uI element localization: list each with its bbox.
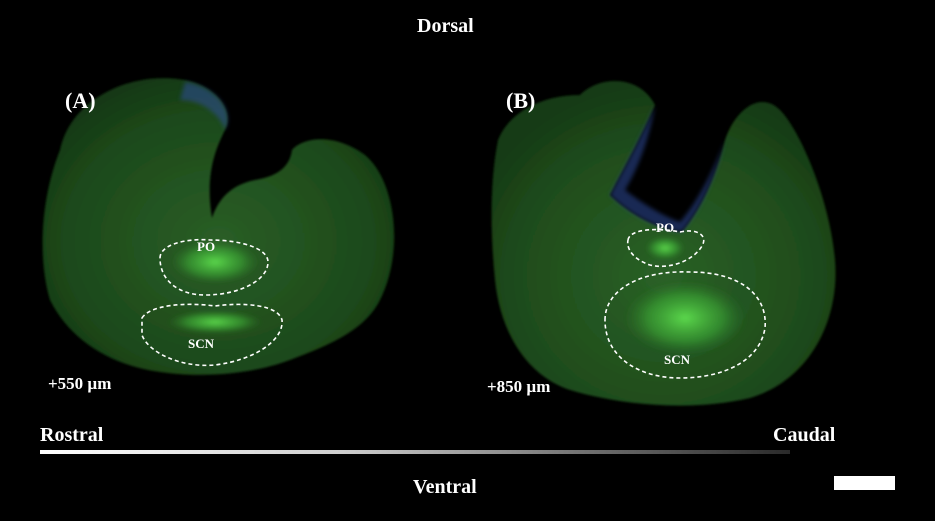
panel-a-label: (A) <box>65 88 96 113</box>
ventral-label: Ventral <box>413 476 477 498</box>
panel-a-depth: +550 µm <box>48 374 112 393</box>
scale-bar <box>834 476 895 490</box>
panel-b-scn-label: SCN <box>664 352 691 367</box>
panel-a-po-label: PO <box>197 239 216 254</box>
dorsal-label: Dorsal <box>417 15 474 37</box>
panel-a-scn-label: SCN <box>188 336 215 351</box>
rostral-caudal-gradient-bar <box>40 450 790 454</box>
panel-b-depth: +850 µm <box>487 377 551 396</box>
panel-b-label: (B) <box>506 88 536 113</box>
rostral-label: Rostral <box>40 424 104 446</box>
section-b-tissue <box>491 81 836 406</box>
section-a-tissue <box>42 78 395 375</box>
caudal-label: Caudal <box>773 424 836 446</box>
panel-b-po-label: PO <box>656 220 675 235</box>
